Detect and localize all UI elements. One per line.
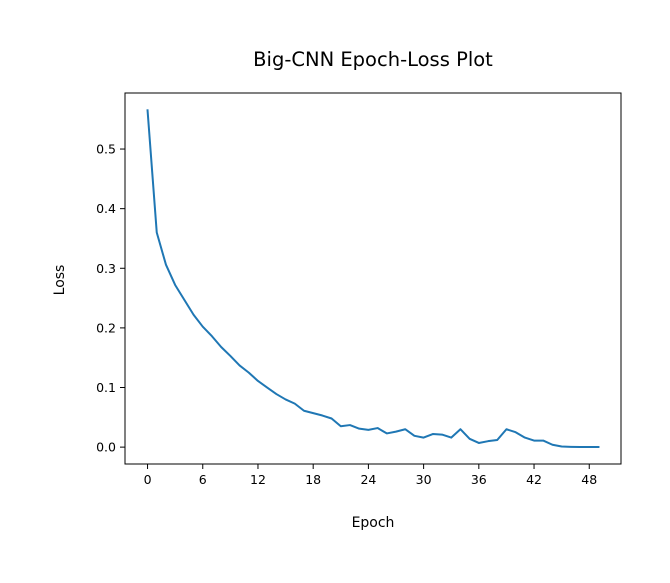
y-axis-label: Loss [52, 265, 68, 296]
x-tick-label-6: 6 [199, 472, 207, 487]
x-tick-label-48: 48 [581, 472, 597, 487]
x-tick-label-30: 30 [416, 472, 432, 487]
x-tick-label-0: 0 [144, 472, 152, 487]
plot-frame [124, 92, 622, 465]
x-tick-label-18: 18 [305, 472, 321, 487]
y-tick-label-0.3: 0.3 [96, 261, 116, 276]
series-line-0 [146, 109, 600, 449]
x-tick-label-12: 12 [250, 472, 266, 487]
y-tick-label-0.4: 0.4 [96, 201, 116, 216]
x-tick-label-24: 24 [360, 472, 376, 487]
x-tick-label-42: 42 [526, 472, 542, 487]
y-tick-label-0: 0.0 [96, 440, 116, 455]
axes: 0 6 12 18 24 30 36 42 48 0.0 0.1 0.2 0.3 0.4 0.5 [96, 92, 622, 487]
y-tick-label-0.2: 0.2 [96, 320, 116, 335]
chart-title: Big-CNN Epoch-Loss Plot [253, 48, 493, 71]
x-axis-label: Epoch [352, 515, 395, 531]
y-tick-label-0.5: 0.5 [96, 142, 116, 157]
x-tick-label-36: 36 [471, 472, 487, 487]
y-tick-label-0.1: 0.1 [96, 380, 116, 395]
plot-area [146, 109, 600, 449]
